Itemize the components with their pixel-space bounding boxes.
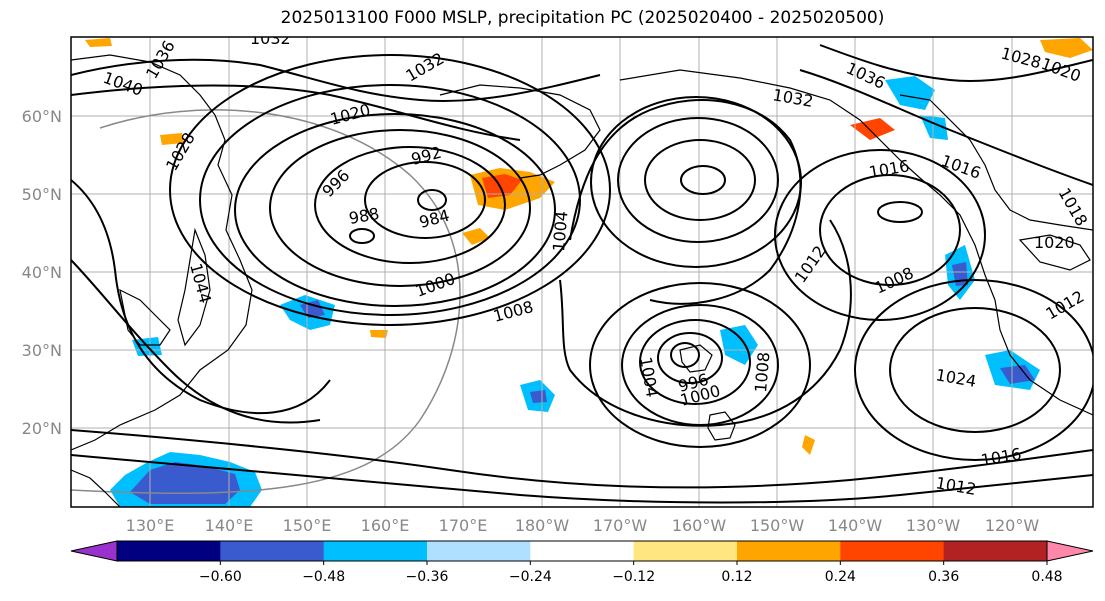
colorbar-cell xyxy=(530,541,635,561)
colorbar-tick-label: 0.48 xyxy=(1031,569,1062,585)
precipitation-shading xyxy=(85,38,1093,507)
colorbar-tick-label: −0.36 xyxy=(406,569,449,585)
precip-orange-patch xyxy=(85,38,112,47)
lon-label: 130°E xyxy=(126,516,175,535)
lat-label: 20°N xyxy=(22,419,62,438)
lon-label: 150°W xyxy=(750,516,805,535)
precip-orange-patch xyxy=(160,133,184,145)
isobars xyxy=(71,44,1093,504)
lon-label: 140°E xyxy=(205,516,254,535)
map-title: 2025013100 F000 MSLP, precipitation PC (… xyxy=(280,8,885,28)
coastlines xyxy=(71,54,1093,507)
precip-orange-patch xyxy=(802,435,815,455)
lat-label: 60°N xyxy=(22,107,62,126)
colorbar-tick-label: 0.12 xyxy=(721,569,752,585)
lon-label: 180°W xyxy=(515,516,570,535)
lon-label: 170°E xyxy=(439,516,488,535)
colorbar-cell xyxy=(840,541,945,561)
latitude-labels: 60°N 50°N 40°N 30°N 20°N xyxy=(22,107,62,438)
lon-label: 150°E xyxy=(283,516,332,535)
colorbar-tick-label: 0.24 xyxy=(825,569,856,585)
lon-label: 160°E xyxy=(361,516,410,535)
precip-blue-patch xyxy=(885,76,935,110)
colorbar-cell xyxy=(323,541,428,561)
colorbar-tick-label: −0.48 xyxy=(302,569,345,585)
colorbar-tick-label: −0.12 xyxy=(612,569,655,585)
colorbar-cell xyxy=(117,541,221,561)
precip-blue-patch xyxy=(530,390,547,403)
lat-label: 40°N xyxy=(22,263,62,282)
lon-label: 160°W xyxy=(672,516,727,535)
colorbar-extend-right xyxy=(1046,540,1094,562)
precip-orange-patch xyxy=(1040,38,1093,58)
colorbar-cell xyxy=(633,541,738,561)
precip-blue-patch xyxy=(1000,365,1035,384)
map-border xyxy=(70,36,1094,508)
colorbar-cell xyxy=(943,541,1048,561)
precip-orange-patch xyxy=(462,228,490,245)
longitude-labels: 130°E 140°E 150°E 160°E 170°E 180°W 170°… xyxy=(126,516,1040,535)
great-circle-arc xyxy=(71,109,461,495)
colorbar-tick-label: 0.36 xyxy=(928,569,959,585)
precip-orange-patch xyxy=(370,330,388,338)
colorbar-cell xyxy=(220,541,325,561)
lat-label: 50°N xyxy=(22,185,62,204)
isobar-label: 1008 xyxy=(751,351,773,393)
colorbar-frame xyxy=(116,540,1048,562)
colorbar-tick-label: −0.24 xyxy=(509,569,552,585)
lon-label: 120°W xyxy=(985,516,1040,535)
isobar-label: 1020 xyxy=(1034,233,1075,252)
colorbar-extend-left xyxy=(70,540,118,562)
precip-blue-patch xyxy=(300,300,325,318)
colorbar-cell xyxy=(737,541,841,561)
lat-label: 30°N xyxy=(22,341,62,360)
colorbar-cell xyxy=(427,541,531,561)
colorbar-tick-label: −0.60 xyxy=(199,569,242,585)
precip-red-patch xyxy=(482,174,522,198)
precip-red-patch xyxy=(850,118,895,140)
isobar-label: 1004 xyxy=(549,210,571,252)
lon-label: 140°W xyxy=(828,516,883,535)
isobar-label: 1032 xyxy=(250,29,291,48)
lon-label: 170°W xyxy=(593,516,648,535)
colorbar: −0.60 −0.48 −0.36 −0.24 −0.12 0.12 0.24 0.36 0.4… xyxy=(70,540,1094,585)
lon-label: 130°W xyxy=(906,516,961,535)
graticule xyxy=(71,37,1093,507)
